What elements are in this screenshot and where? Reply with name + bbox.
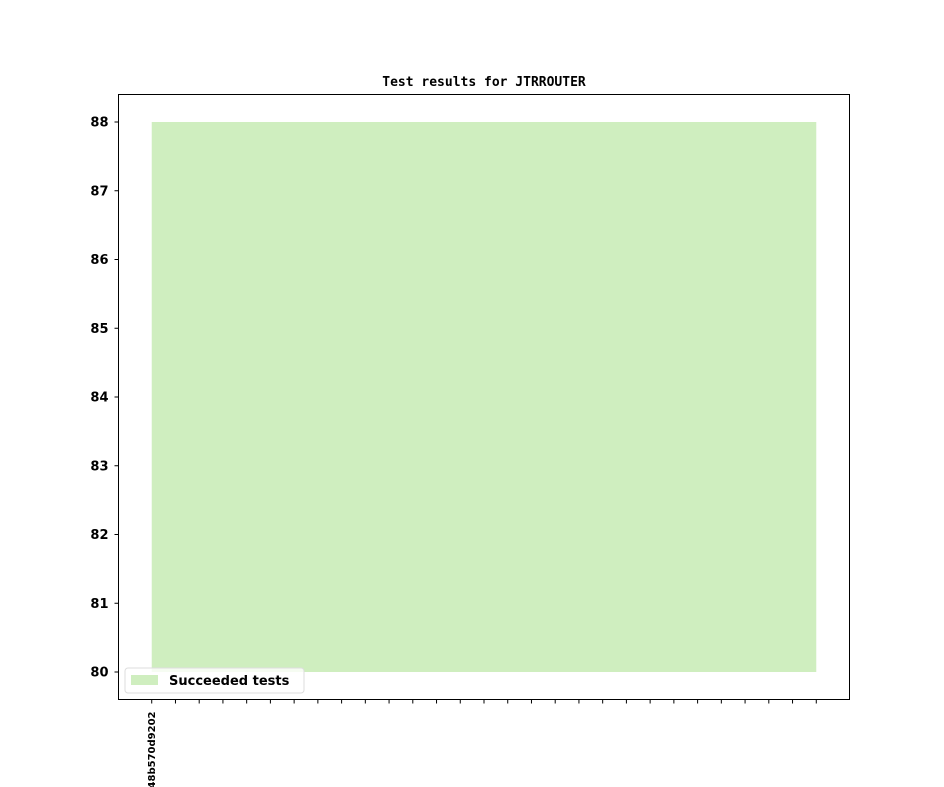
axes-frame xyxy=(118,94,850,700)
legend: Succeeded tests xyxy=(124,667,305,694)
y-tick-label: 82 xyxy=(90,528,108,543)
y-tick-label: 88 xyxy=(90,116,108,131)
area-series-0 xyxy=(151,122,817,672)
y-tick-label: 84 xyxy=(90,391,108,406)
legend-swatch xyxy=(131,675,158,685)
legend-label: Succeeded tests xyxy=(169,674,290,689)
legend-box xyxy=(124,667,305,694)
x-tick-label: 48b570d9202 xyxy=(147,711,158,787)
y-tick-label: 87 xyxy=(90,184,108,199)
chart-title: Test results for JTRROUTER xyxy=(382,75,586,90)
y-tick-label: 86 xyxy=(90,253,108,268)
y-tick-label: 83 xyxy=(90,459,108,474)
y-tick-label: 80 xyxy=(90,666,108,681)
y-tick-label: 81 xyxy=(90,597,108,612)
y-tick-label: 85 xyxy=(90,322,108,337)
